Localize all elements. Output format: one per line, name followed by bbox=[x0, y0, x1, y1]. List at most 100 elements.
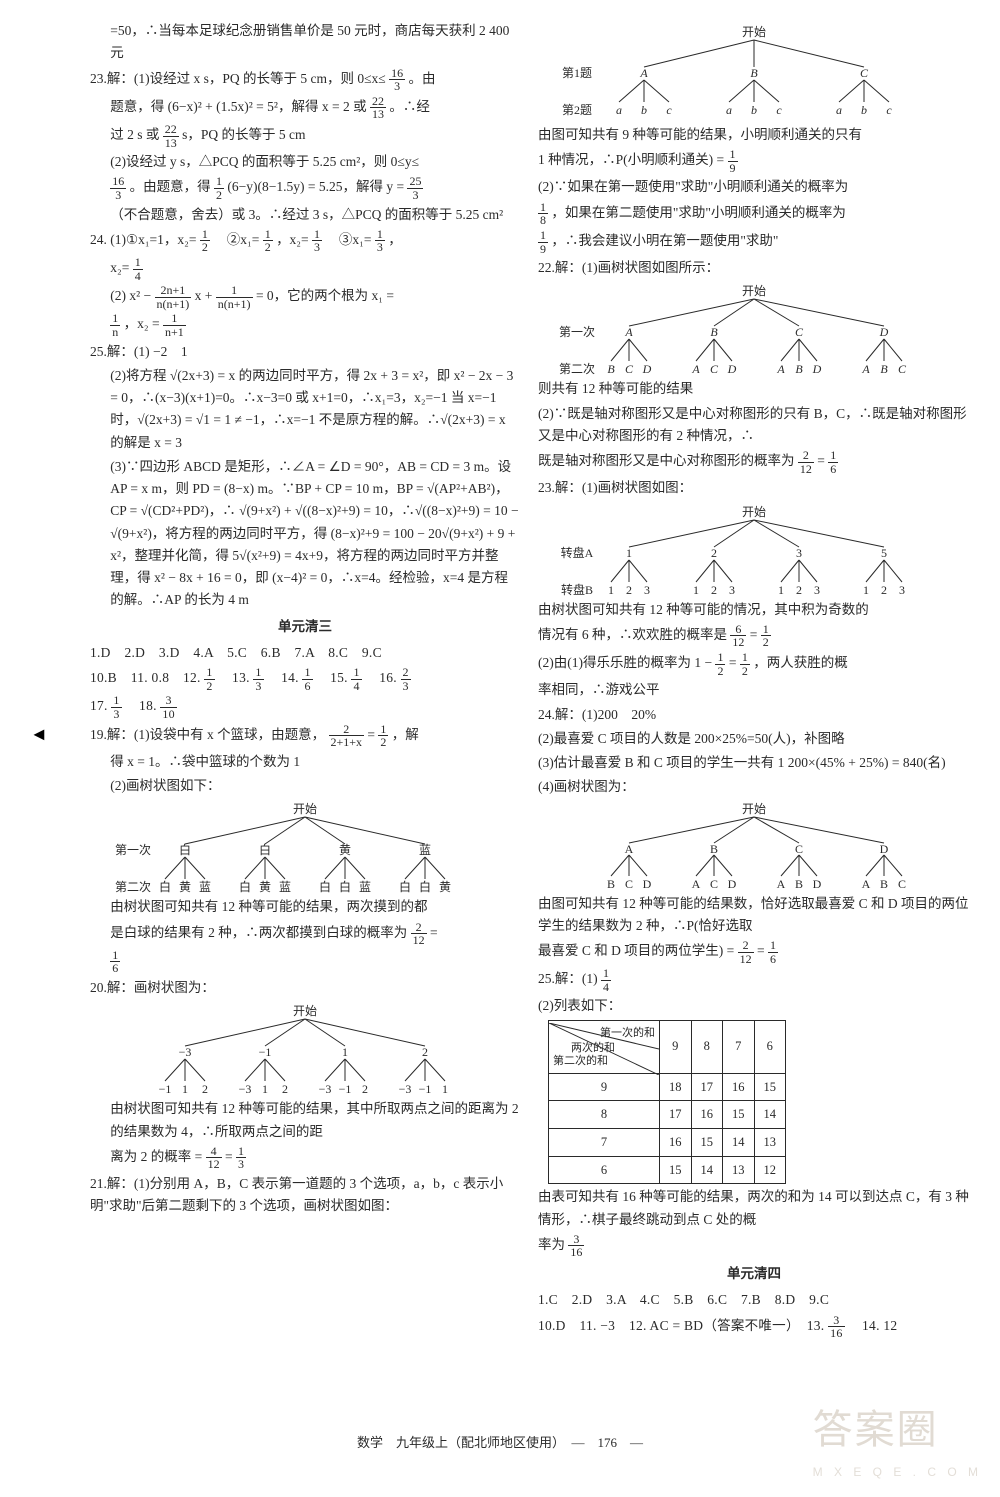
svg-text:D: D bbox=[642, 362, 652, 376]
fraction: 1n(n+1) bbox=[216, 284, 253, 310]
cell: 15 bbox=[660, 1156, 692, 1184]
text: (2)设经过 y s，△PCQ 的面积等于 5.25 cm²，则 0≤y≤ bbox=[110, 154, 419, 169]
svg-text:5: 5 bbox=[881, 546, 887, 560]
text: = bbox=[750, 627, 761, 642]
text: 10.B 11. 0.8 12. bbox=[90, 670, 204, 685]
fraction: 13 bbox=[375, 228, 385, 254]
answers: 1.C 2.D 3.A 4.C 5.B 6.C 7.B 8.D 9.C bbox=[538, 1289, 970, 1311]
svg-text:蓝: 蓝 bbox=[419, 843, 431, 857]
q21-line: 由图可知共有 9 种等可能的结果，小明顺利通关的只有 bbox=[538, 124, 970, 146]
q21-line: 1 种情况，∴P(小明顺利通关) = 19 bbox=[538, 148, 970, 174]
svg-text:D: D bbox=[812, 362, 822, 376]
text: 15. bbox=[316, 670, 351, 685]
answers: 10.D 11. −3 12. AC = BD（答案不唯一） 13. 316 1… bbox=[538, 1314, 970, 1340]
svg-text:−3: −3 bbox=[399, 1082, 412, 1096]
svg-text:白: 白 bbox=[419, 879, 431, 894]
unit3-title: 单元清三 bbox=[90, 616, 520, 638]
q24-line: 24.解：(1)200 20% bbox=[538, 704, 970, 726]
svg-text:B: B bbox=[710, 325, 718, 339]
svg-text:c: c bbox=[666, 103, 672, 117]
fraction: 12 bbox=[378, 723, 388, 749]
svg-text:3: 3 bbox=[644, 583, 650, 597]
q19-line: 得 x = 1。∴袋中篮球的个数为 1 bbox=[90, 751, 520, 773]
text: x₂= bbox=[110, 260, 132, 275]
q24-line: (2) x² − 2n+1n(n+1) x + 1n(n+1) = 0，它的两个… bbox=[90, 284, 520, 310]
text: = bbox=[729, 655, 740, 670]
text: 最喜爱 C 和 D 项目的两位学生) = bbox=[538, 943, 738, 958]
text: = bbox=[430, 925, 438, 940]
fraction: 13 bbox=[253, 666, 263, 692]
q25-line: 率为 316 bbox=[538, 1233, 970, 1259]
svg-text:B: B bbox=[710, 842, 718, 856]
fraction: 212 bbox=[411, 921, 427, 947]
q19-line: 19.解：(1)设袋中有 x 个篮球，由题意， 22+1+x = 12 ，解 bbox=[90, 723, 520, 749]
fraction: 14 bbox=[351, 666, 361, 692]
text: ， bbox=[388, 232, 402, 247]
text: (2)由(1)得乐乐胜的概率为 1 − bbox=[538, 655, 715, 670]
cell: 16 bbox=[660, 1129, 692, 1157]
svg-text:1: 1 bbox=[442, 1082, 448, 1096]
cell: 17 bbox=[691, 1073, 723, 1101]
q20-line: 由树状图可知共有 12 种等可能的结果，其中所取两点之间的距离为 2 的结果数为… bbox=[90, 1098, 520, 1143]
svg-text:白: 白 bbox=[259, 842, 271, 857]
cell: 14 bbox=[691, 1156, 723, 1184]
fraction: 163 bbox=[389, 67, 405, 93]
svg-text:B: B bbox=[607, 877, 615, 891]
svg-text:黄: 黄 bbox=[259, 880, 271, 894]
cell: 14 bbox=[723, 1129, 755, 1157]
col-head: 6 bbox=[754, 1020, 786, 1073]
text: = bbox=[367, 727, 378, 742]
text: x + bbox=[195, 288, 216, 303]
svg-text:开始: 开始 bbox=[742, 284, 766, 298]
text: ③x₁= bbox=[325, 232, 374, 247]
cell: 15 bbox=[723, 1101, 755, 1129]
svg-text:开始: 开始 bbox=[742, 802, 766, 816]
cell: 15 bbox=[754, 1073, 786, 1101]
svg-text:D: D bbox=[728, 877, 737, 891]
q21-line: 21.解：(1)分别用 A，B，C 表示第一道题的 3 个选项，a，b，c 表示… bbox=[90, 1173, 520, 1218]
cell: 17 bbox=[660, 1101, 692, 1129]
svg-text:白: 白 bbox=[159, 879, 171, 894]
fraction: 19 bbox=[728, 148, 738, 174]
fraction: 2n+1n(n+1) bbox=[155, 284, 192, 310]
text: 17. bbox=[90, 699, 111, 714]
svg-text:开始: 开始 bbox=[293, 1004, 317, 1018]
svg-text:a: a bbox=[836, 103, 842, 117]
svg-text:2: 2 bbox=[881, 583, 887, 597]
q25-line: 25.解：(1) −2 1 bbox=[90, 341, 520, 363]
answers: 10.B 11. 0.8 12. 12 13. 13 14. 16 15. 14… bbox=[90, 666, 520, 692]
svg-text:D: D bbox=[880, 842, 889, 856]
answers: 17. 13 18. 310 bbox=[90, 694, 520, 720]
svg-text:C: C bbox=[710, 362, 719, 376]
svg-text:A: A bbox=[692, 877, 701, 891]
q19-line: 由树状图可知共有 12 种等可能的结果，两次摸到的都 bbox=[90, 896, 520, 918]
svg-text:b: b bbox=[641, 103, 647, 117]
svg-text:B: B bbox=[795, 362, 803, 376]
svg-text:1: 1 bbox=[863, 583, 869, 597]
svg-text:第2题: 第2题 bbox=[562, 103, 592, 117]
cell: 13 bbox=[754, 1129, 786, 1157]
q22-line: (2)∵既是轴对称图形又是中心对称图形的只有 B，C，∴既是轴对称图形又是中心对… bbox=[538, 403, 970, 448]
svg-text:2: 2 bbox=[362, 1082, 368, 1096]
svg-text:−3: −3 bbox=[319, 1082, 332, 1096]
svg-text:白: 白 bbox=[399, 879, 411, 894]
svg-text:C: C bbox=[795, 842, 803, 856]
text: 率为 bbox=[538, 1237, 568, 1252]
svg-text:−1: −1 bbox=[419, 1082, 432, 1096]
fraction: 412 bbox=[206, 1145, 222, 1171]
text: 离为 2 的概率 = bbox=[110, 1149, 205, 1164]
svg-text:−1: −1 bbox=[259, 1045, 272, 1059]
text: = bbox=[817, 453, 828, 468]
svg-text:2: 2 bbox=[202, 1082, 208, 1096]
col-head: 8 bbox=[691, 1020, 723, 1073]
fraction: 23 bbox=[401, 666, 411, 692]
row-head: 8 bbox=[549, 1101, 660, 1129]
row-head: 9 bbox=[549, 1073, 660, 1101]
svg-text:1: 1 bbox=[262, 1082, 268, 1096]
line: =50，∴当每本足球纪念册销售单价是 50 元时，商店每天获利 2 400 元 bbox=[90, 20, 520, 65]
svg-text:D: D bbox=[879, 325, 889, 339]
svg-text:B: B bbox=[795, 877, 803, 891]
text: 23.解：(1)设经过 x s，PQ 的长等于 5 cm，则 0≤x≤ bbox=[90, 71, 386, 86]
svg-text:2: 2 bbox=[282, 1082, 288, 1096]
svg-text:开始: 开始 bbox=[742, 505, 766, 519]
